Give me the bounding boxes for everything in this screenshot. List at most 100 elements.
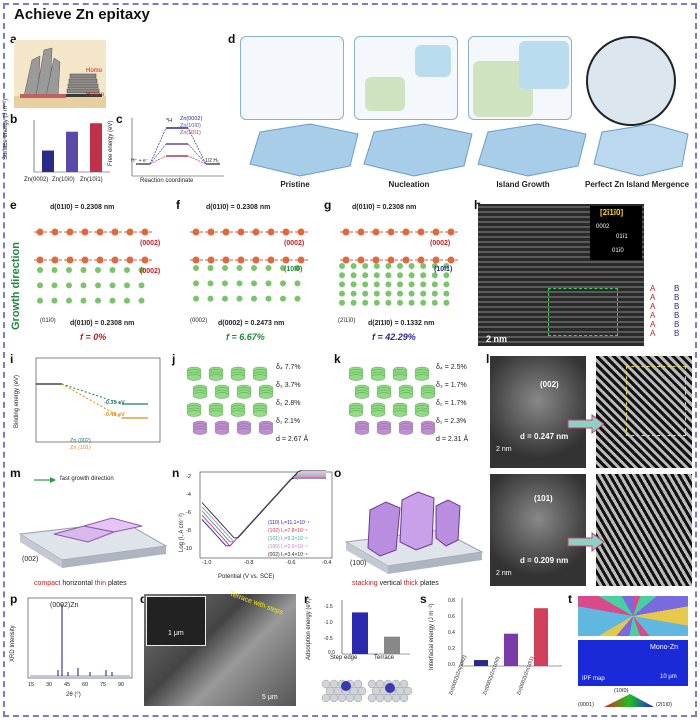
strain-row: δ₃ = 1.7% [436,382,467,389]
bottom-atom [51,282,58,289]
l-arrow-top [567,414,605,434]
strain-row: d = 2.31 Å [436,436,469,443]
substrate-atom [399,693,409,703]
p-xtick-5: 90 [118,682,125,688]
panel-label-c: c [116,112,123,126]
c-half-label: 1/2 H₂ [205,158,219,164]
bottom-atom [138,282,145,289]
top-atom [252,228,260,236]
substrate-atom [353,693,363,703]
top-atom [372,228,380,236]
top-atom [372,256,380,264]
top-atom [252,256,260,264]
top-atom [447,256,455,264]
bottom-atom [251,280,257,287]
bottom-atom [408,290,415,297]
h-fft-inset [590,206,642,260]
top-atom [237,228,245,236]
bottom-atom [362,281,369,288]
stack-disc [392,410,408,417]
panel-label-g: g [324,198,332,212]
substrate-atom [391,693,401,703]
s-ytick-4: 0.8 [448,598,455,604]
panel-label-j: j [172,352,176,366]
substrate-atom [329,679,339,689]
n-legend-item: (102) I₀=7.8×10⁻⁴ [268,528,308,534]
stack-disc [186,410,202,417]
strain-row: δ₄ 7.7% [276,364,301,371]
substrate-atom [321,693,331,703]
hetero-label: Hetero [86,92,105,98]
bottom-atom [443,281,450,288]
bottom-atom [420,263,427,269]
t-ipf-label: IPF map [582,676,605,682]
bottom-atom [431,263,438,269]
panel-label-q: q [140,592,147,606]
strain-row: δ₄ = 2.5% [436,364,467,371]
e-plane-top: (0002) [140,240,161,247]
m-cap-pre: compact [34,580,61,587]
n-legend-item: (002) I₀=3.4×10⁻⁴ [268,552,308,558]
bottom-atom [408,281,415,288]
g-misfit: f = 42.29% [372,332,416,342]
panel-n-chart [199,470,333,559]
top-atom [207,228,215,236]
top-atom [282,228,290,236]
panel-r-chart [341,600,410,655]
bottom-atom [109,282,116,289]
bottom-atom [362,299,369,306]
e-misfit: f = 0% [80,332,107,342]
t-scale: 10 μm [660,674,677,680]
q-scale-2: 5 μm [262,694,278,701]
b-bar-2 [90,123,102,172]
m-plane: (002) [22,556,39,563]
top-atom [387,256,395,264]
b-cat-0: Zn(0002) [24,177,49,183]
n-curve-4 [201,470,326,539]
panel-label-m: m [10,466,21,480]
bottom-atom [339,263,345,269]
top-atom [81,228,89,236]
r-ytick-3: 0.0 [328,650,335,656]
s-ytick-3: 0.6 [448,614,455,620]
top-atom [141,228,149,236]
stack-disc [370,374,386,381]
stack-disc [252,410,268,417]
n-ytick-3: -8 [186,528,191,534]
bottom-atom [350,290,357,297]
h-stack-label: A [650,284,656,293]
bottom-atom [207,265,214,271]
bottom-atom [251,295,257,302]
strain-row: δ₂ 2.8% [276,400,301,407]
bottom-atom [373,290,380,297]
f-d-bottom: d(0002) = 0.2473 nm [218,320,285,327]
bottom-atom [397,263,403,269]
f-plane-mid: (10ī0) [284,266,303,273]
bottom-atom [236,280,243,287]
bottom-atom [431,281,438,288]
n-legend-item: (100) I₀=2.0×10⁻⁴ [268,544,308,550]
r-bar-0 [352,612,368,654]
s-bar-1 [504,633,518,666]
bottom-atom [339,299,345,306]
top-atom [417,256,425,264]
q-scale-1: 1 μm [168,630,184,637]
bottom-atom [109,297,116,304]
b-cat-2: Zn(10ī1) [80,177,103,183]
r-cat-1: Terrace [374,655,395,661]
c-star-h: *H [166,118,173,124]
bottom-atom [431,272,438,279]
top-atom [96,256,104,264]
bottom-atom [385,272,392,279]
bottom-atom [265,280,272,287]
p-xtick-1: 30 [46,682,53,688]
bottom-atom [193,295,199,302]
s-ytick-2: 0.4 [448,630,455,636]
bottom-atom [124,267,130,273]
n-xtick-1: -0.8 [244,560,254,566]
panel-label-a: a [10,32,17,46]
strain-row: δ₁ = 2.3% [436,418,467,425]
stack-disc [192,392,208,399]
bottom-atom [37,267,43,273]
t-mono-map [578,640,688,686]
